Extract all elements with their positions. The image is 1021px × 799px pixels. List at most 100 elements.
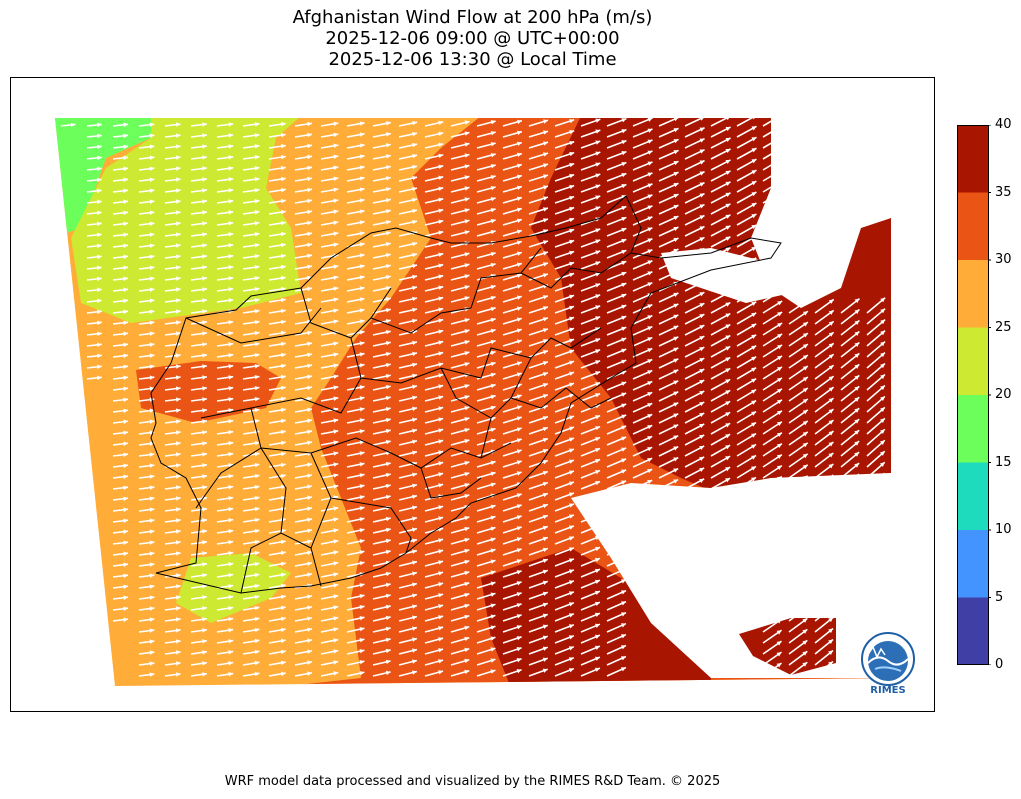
wind-arrow-head <box>438 560 444 565</box>
wind-arrow-head <box>412 197 417 203</box>
wind-arrow-head <box>333 396 339 401</box>
wind-arrow-head <box>464 296 470 301</box>
wind-arrow-head <box>97 133 102 139</box>
wind-arrow-head <box>333 308 339 313</box>
wind-arrow-head <box>438 593 444 598</box>
wind-arrow-head <box>594 667 600 672</box>
wind-arrow-head <box>568 657 574 662</box>
wind-arrow-head <box>228 507 234 512</box>
wind-arrow-head <box>490 229 496 235</box>
wind-arrow-head <box>280 561 286 567</box>
wind-arrow-head <box>412 428 417 434</box>
wind-arrow-head <box>543 130 549 135</box>
wind-arrow-head <box>828 332 834 337</box>
wind-arrow-head <box>175 430 181 435</box>
wind-arrow-head <box>673 226 679 232</box>
wind-arrow-head <box>542 350 548 355</box>
wind-arrow-head <box>854 408 860 413</box>
wind-arrow-head <box>751 268 757 274</box>
wind-arrow-head <box>438 208 444 213</box>
wind-arrow-head <box>543 251 548 256</box>
wind-arrow-head <box>490 636 496 641</box>
rimes-logo-text: RIMES <box>870 685 906 696</box>
wind-arrow-head <box>254 243 260 248</box>
wind-arrow-head <box>149 331 155 336</box>
wind-arrow-head <box>490 658 496 663</box>
wind-arrow-head <box>569 437 574 442</box>
wind-arrow-head <box>202 584 207 589</box>
wind-arrow-head <box>777 355 783 361</box>
wind-arrow-head <box>620 623 626 628</box>
wind-arrow-head <box>149 188 155 193</box>
wind-arrow-head <box>412 373 417 379</box>
wind-arrow-head <box>359 506 365 511</box>
wind-arrow-head <box>254 133 260 138</box>
wind-arrow-head <box>149 122 155 127</box>
wind-arrow-head <box>254 407 260 413</box>
wind-arrow-head <box>280 539 286 545</box>
wind-arrow-head <box>802 409 808 415</box>
wind-arrow-head <box>123 265 129 271</box>
wind-arrow-head <box>464 285 470 290</box>
wind-arrow-head <box>621 359 627 364</box>
wind-arrow-head <box>490 625 496 630</box>
wind-arrow-head <box>385 132 391 137</box>
wind-arrow-head <box>411 659 417 664</box>
wind-arrow-head <box>490 394 496 400</box>
wind-arrow-head <box>594 634 600 639</box>
wind-arrow-head <box>516 658 522 663</box>
wind-arrow-head <box>542 635 548 640</box>
wind-arrow-head <box>359 253 365 258</box>
wind-arrow-head <box>123 496 129 501</box>
wind-arrow-head <box>123 584 129 589</box>
wind-arrow-head <box>149 320 155 325</box>
wind-arrow-head <box>464 417 470 422</box>
wind-arrow-head <box>228 232 234 237</box>
wind-arrow-head <box>333 352 339 357</box>
wind-arrow-head <box>569 217 575 223</box>
wind-arrow-head <box>777 301 783 306</box>
wind-arrow-head <box>228 496 234 501</box>
wind-arrow-head <box>699 478 705 483</box>
wind-arrow-head <box>777 158 783 163</box>
wind-arrow-head <box>777 257 783 262</box>
wind-arrow-head <box>828 661 833 667</box>
wind-arrow-head <box>280 594 286 600</box>
wind-arrow-head <box>202 155 207 160</box>
colorbar-segment <box>957 597 989 665</box>
wind-arrow-head <box>359 297 365 302</box>
map-panel <box>10 77 935 712</box>
wind-arrow-head <box>149 199 155 204</box>
wind-arrow-head <box>751 356 757 361</box>
wind-arrow-head <box>202 133 207 138</box>
colorbar: 0 5 10 15 20 25 30 35 40 <box>957 118 1017 672</box>
wind-arrow-head <box>97 309 102 315</box>
wind-arrow-head <box>595 349 601 354</box>
wind-arrow-head <box>280 660 286 666</box>
wind-arrow-head <box>516 427 522 432</box>
wind-arrow-head <box>149 221 155 226</box>
wind-arrow-head <box>254 539 260 545</box>
wind-arrow-head <box>594 623 600 628</box>
field-green-zone <box>55 118 161 238</box>
wind-arrow-head <box>97 188 102 194</box>
wind-arrow-head <box>149 155 155 160</box>
wind-arrow-head <box>280 341 286 347</box>
wind-arrow-head <box>438 252 444 257</box>
wind-arrow-head <box>542 361 548 366</box>
wind-arrow-head <box>595 140 601 145</box>
wind-arrow-head <box>464 559 470 565</box>
wind-arrow-head <box>359 319 365 324</box>
wind-arrow-head <box>307 330 312 336</box>
wind-arrow-head <box>385 220 391 225</box>
wind-arrow-head <box>254 144 260 149</box>
wind-arrow-head <box>438 538 444 543</box>
wind-arrow-head <box>307 253 312 259</box>
wind-arrow-head <box>516 515 522 520</box>
wind-arrow-head <box>123 386 129 392</box>
wind-arrow-head <box>438 274 444 279</box>
wind-arrow-head <box>464 614 470 620</box>
wind-arrow-head <box>647 348 653 353</box>
wind-arrow-head <box>751 455 757 460</box>
wind-arrow-head <box>307 121 313 127</box>
